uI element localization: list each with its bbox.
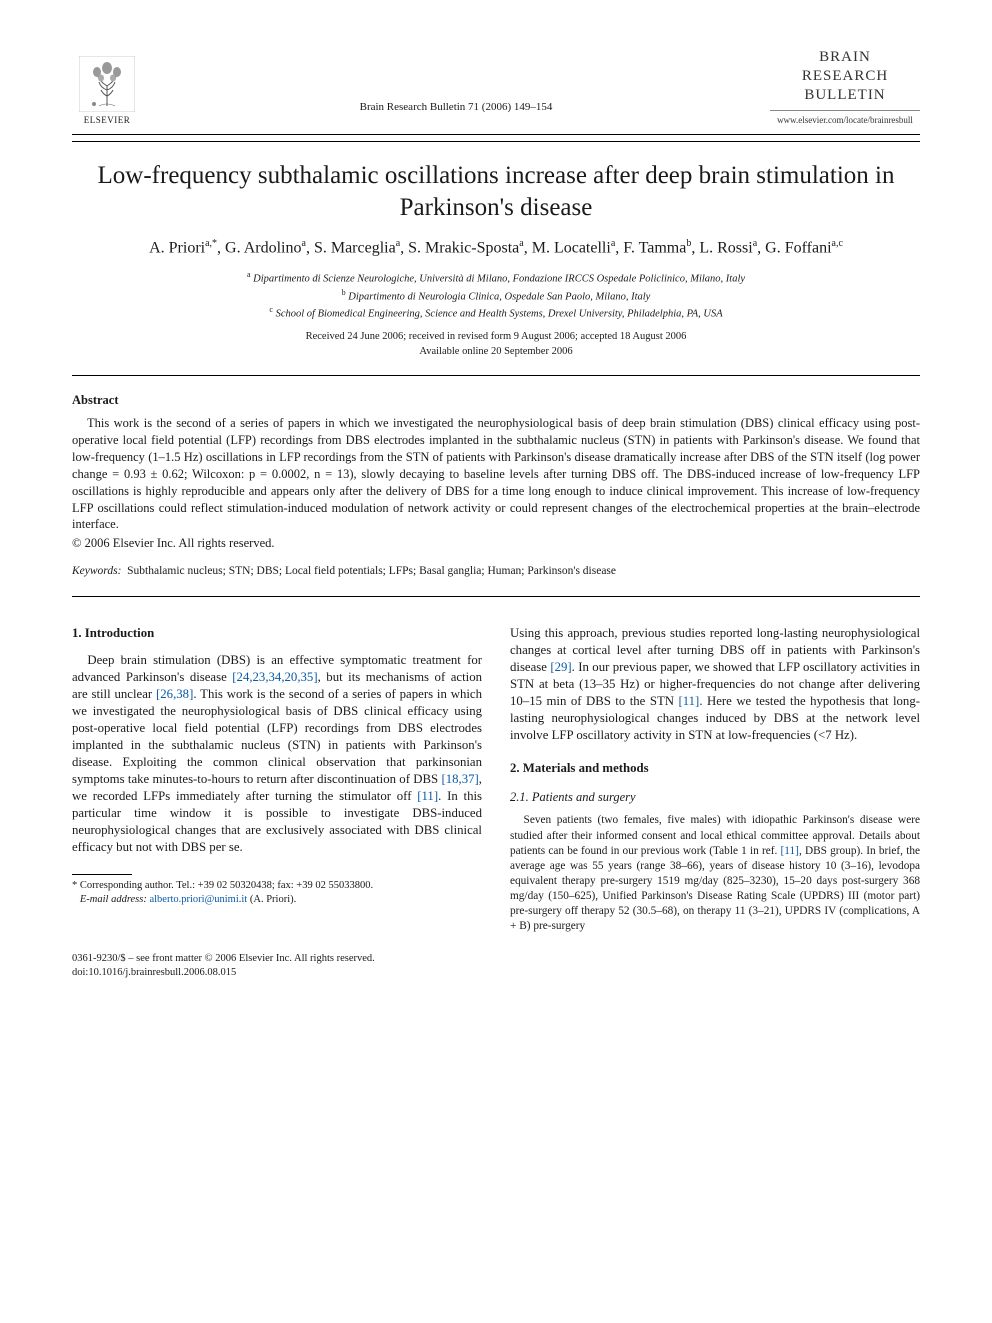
footnote-rule <box>72 874 132 875</box>
aff-marker: a <box>247 270 251 279</box>
article-dates: Received 24 June 2006; received in revis… <box>72 330 920 359</box>
corresponding-author-footnote: * Corresponding author. Tel.: +39 02 503… <box>72 879 482 906</box>
footnote-email-person: (A. Priori). <box>250 894 296 905</box>
elsevier-tree-icon <box>79 56 135 112</box>
affiliation-a: a Dipartimento di Scienze Neurologiche, … <box>72 269 920 287</box>
page-footer: 0361-9230/$ – see front matter © 2006 El… <box>72 952 920 980</box>
abstract-heading: Abstract <box>72 392 920 409</box>
received-line: Received 24 June 2006; received in revis… <box>72 330 920 345</box>
header-citation: Brain Research Bulletin 71 (2006) 149–15… <box>142 48 770 115</box>
journal-url: www.elsevier.com/locate/brainresbull <box>770 110 920 126</box>
journal-box: BRAIN RESEARCH BULLETIN www.elsevier.com… <box>770 48 920 126</box>
affiliation-b: b Dipartimento di Neurologia Clinica, Os… <box>72 287 920 305</box>
abstract-paragraph: This work is the second of a series of p… <box>72 415 920 533</box>
abstract-block: Abstract This work is the second of a se… <box>72 392 920 579</box>
citation-link[interactable]: [18,37] <box>441 772 478 786</box>
page-header: ELSEVIER Brain Research Bulletin 71 (200… <box>72 48 920 126</box>
citation-link[interactable]: [24,23,34,20,35] <box>232 670 317 684</box>
header-rule-thin <box>72 134 920 135</box>
abstract-text: This work is the second of a series of p… <box>72 415 920 533</box>
methods-paragraph-1: Seven patients (two females, five males)… <box>510 813 920 933</box>
section-1-heading: 1. Introduction <box>72 625 482 642</box>
article-title: Low-frequency subthalamic oscillations i… <box>72 160 920 223</box>
footer-front-matter: 0361-9230/$ – see front matter © 2006 El… <box>72 952 920 966</box>
journal-name: BRAIN RESEARCH BULLETIN <box>770 48 920 104</box>
affiliations: a Dipartimento di Scienze Neurologiche, … <box>72 269 920 322</box>
footnote-block: * Corresponding author. Tel.: +39 02 503… <box>72 874 482 906</box>
authors: A. Prioria,*, G. Ardolinoa, S. Marceglia… <box>72 237 920 259</box>
abstract-bottom-rule <box>72 596 920 597</box>
abstract-top-rule <box>72 375 920 376</box>
header-rule-thick <box>72 141 920 142</box>
publisher-logo: ELSEVIER <box>72 48 142 126</box>
keywords: Keywords: Subthalamic nucleus; STN; DBS;… <box>72 564 920 580</box>
citation-link[interactable]: [26,38] <box>156 687 193 701</box>
citation-link[interactable]: [11] <box>417 789 438 803</box>
aff-text: School of Biomedical Engineering, Scienc… <box>276 309 723 320</box>
text-run: , DBS group). In brief, the average age … <box>510 845 920 932</box>
aff-text: Dipartimento di Neurologia Clinica, Ospe… <box>348 291 650 302</box>
footer-doi: doi:10.1016/j.brainresbull.2006.08.015 <box>72 966 920 980</box>
section-2-heading: 2. Materials and methods <box>510 760 920 777</box>
footnote-email-link[interactable]: alberto.priori@unimi.it <box>149 894 247 905</box>
publisher-name: ELSEVIER <box>84 114 131 126</box>
section-2-1-heading: 2.1. Patients and surgery <box>510 789 920 806</box>
citation-link[interactable]: [29] <box>550 660 571 674</box>
journal-name-line2: RESEARCH <box>802 68 888 84</box>
intro-paragraph-2: Using this approach, previous studies re… <box>510 625 920 744</box>
citation-link[interactable]: [11] <box>781 845 799 857</box>
footnote-email-label: E-mail address: <box>80 894 147 905</box>
intro-paragraph-1: Deep brain stimulation (DBS) is an effec… <box>72 652 482 856</box>
aff-marker: c <box>269 305 273 314</box>
keywords-text: Subthalamic nucleus; STN; DBS; Local fie… <box>127 565 616 577</box>
keywords-label: Keywords: <box>72 565 121 577</box>
affiliation-c: c School of Biomedical Engineering, Scie… <box>72 304 920 322</box>
available-line: Available online 20 September 2006 <box>72 345 920 360</box>
aff-marker: b <box>342 288 346 297</box>
body-columns: 1. Introduction Deep brain stimulation (… <box>72 625 920 934</box>
text-run: . This work is the second of a series of… <box>72 687 482 786</box>
aff-text: Dipartimento di Scienze Neurologiche, Un… <box>253 273 745 284</box>
journal-name-line1: BRAIN <box>819 49 871 65</box>
citation-link[interactable]: [11] <box>678 694 699 708</box>
journal-name-line3: BULLETIN <box>804 87 885 103</box>
abstract-copyright: © 2006 Elsevier Inc. All rights reserved… <box>72 535 920 552</box>
footnote-corr: * Corresponding author. Tel.: +39 02 503… <box>72 880 373 891</box>
